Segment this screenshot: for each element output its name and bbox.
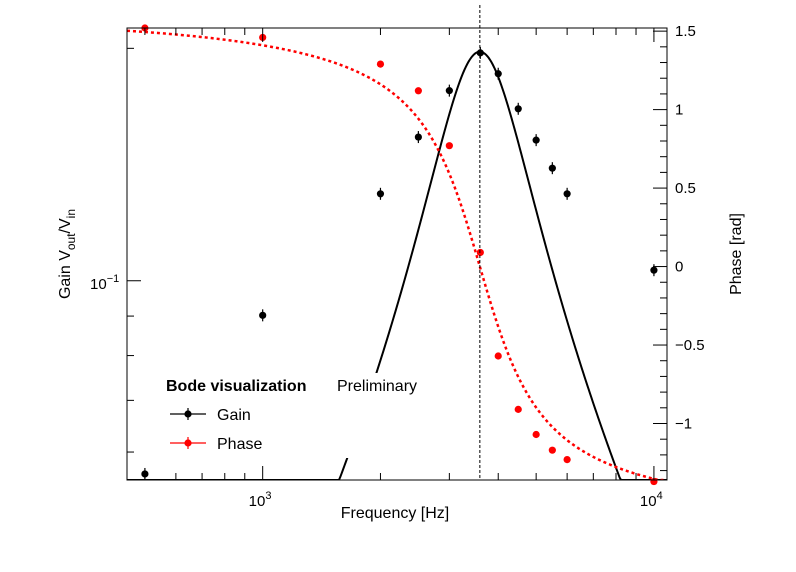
gain-point-4 (445, 87, 453, 95)
legend-label-gain: Gain (217, 407, 251, 424)
y-axis-title-sub-in: in (64, 209, 78, 218)
phase-point-3 (414, 87, 422, 95)
phase-point-6 (494, 352, 502, 360)
y2-tick-label: −0.5 (675, 337, 705, 354)
x-tick-base: 10 (249, 493, 266, 510)
plot-frame (126, 27, 668, 481)
y-axis-title-main: Gain V (57, 250, 74, 299)
gain-point-2 (376, 190, 385, 198)
curves-layer (127, 29, 667, 480)
y2-axis-title: Phase [rad] (728, 213, 745, 295)
phase-point-10 (563, 455, 571, 464)
gain-fit-curve (127, 50, 667, 480)
legend-marker-gain (184, 410, 192, 418)
y-tick-base: 10 (90, 276, 107, 293)
y-tick-exponent: −1 (107, 273, 120, 285)
legend-label-phase: Phase (217, 436, 262, 453)
x-tick-label: 104 (640, 490, 663, 510)
points-layer (141, 24, 658, 486)
y2-tick-label: −1 (675, 416, 692, 433)
legend-subtitle: Preliminary (337, 378, 417, 395)
x-tick-exponent: 3 (265, 490, 271, 502)
y-axis-title-mid: /V (57, 218, 74, 233)
x-tick-exponent: 4 (657, 490, 663, 502)
y2-tick-label: 1.5 (675, 23, 696, 40)
phase-point-9 (548, 446, 556, 454)
gain-point-6 (494, 70, 502, 78)
gain-point-9 (548, 164, 556, 172)
gain-point-7 (514, 105, 522, 113)
y2-tick-label: 0 (675, 259, 683, 276)
gain-point-8 (532, 136, 540, 144)
phase-point-7 (514, 405, 522, 413)
y2-tick-label: 0.5 (675, 180, 696, 197)
legend-marker-phase (184, 439, 192, 447)
legend-box (157, 373, 400, 458)
x-tick-label: 103 (249, 490, 272, 510)
gain-point-1 (259, 311, 267, 319)
y2-tick-label: 1 (675, 102, 683, 119)
x-axis-title: Frequency [Hz] (341, 505, 449, 522)
legend-title: Bode visualization (166, 378, 306, 395)
phase-point-2 (376, 60, 385, 68)
gain-point-11 (650, 266, 658, 274)
axes-layer (126, 5, 668, 481)
phase-fit-curve (127, 29, 667, 480)
y-axis-title-sub-out: out (64, 233, 78, 250)
gain-point-10 (563, 190, 571, 198)
y-axis-title: Gain Vout/Vin (57, 209, 78, 299)
phase-point-8 (532, 430, 540, 439)
gain-point-3 (414, 133, 422, 141)
y-tick-label: 10−1 (90, 273, 119, 293)
x-tick-base: 10 (640, 493, 657, 510)
phase-point-4 (445, 142, 453, 150)
legend: Bode visualization Preliminary Gain Phase (157, 373, 417, 458)
